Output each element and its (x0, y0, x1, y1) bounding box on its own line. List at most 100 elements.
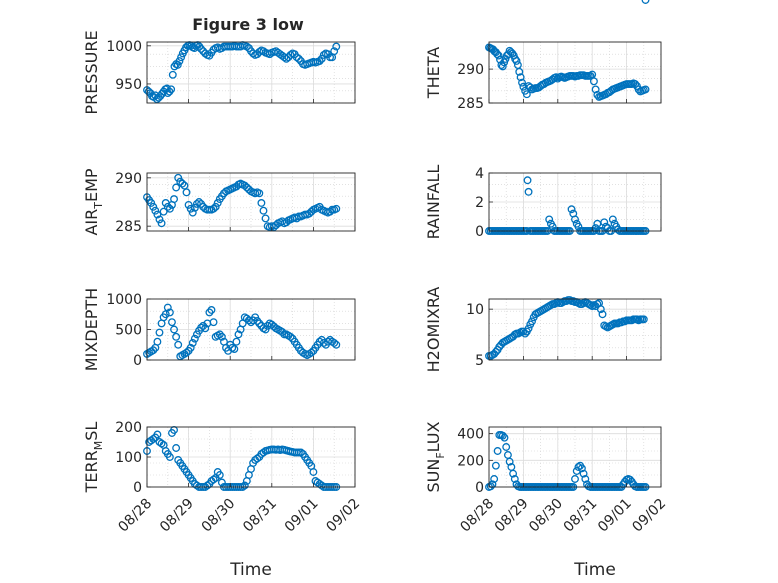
data-point (157, 439, 166, 448)
data-point (515, 67, 524, 76)
data-point (182, 348, 191, 357)
data-point (197, 44, 206, 53)
data-point (586, 71, 595, 80)
data-point (153, 337, 162, 346)
y-tick-label: 285 (457, 96, 484, 112)
y-axis-label: TERRMSL (82, 422, 105, 494)
data-point (309, 468, 318, 476)
data-point (639, 315, 648, 324)
axes-box (146, 41, 356, 104)
data-point (292, 214, 301, 223)
data-point (259, 448, 268, 457)
data-point (165, 453, 174, 461)
axes-box (488, 426, 662, 488)
data-point (259, 47, 268, 56)
data-point (161, 310, 170, 319)
data-point (591, 85, 600, 94)
data-point (641, 85, 650, 94)
data-point (315, 57, 324, 66)
data-point (155, 328, 164, 337)
y-tick-label: 0 (133, 480, 142, 496)
data-point (170, 195, 178, 204)
data-point (261, 214, 270, 223)
data-point (641, 0, 650, 4)
data-point (188, 208, 197, 217)
data-point (175, 57, 184, 66)
data-point (269, 223, 278, 232)
data-point (255, 189, 264, 198)
data-point (207, 306, 216, 314)
data-point (159, 207, 168, 216)
data-point (177, 53, 186, 62)
data-point (253, 317, 262, 325)
data-point (330, 47, 339, 56)
data-point (255, 319, 264, 328)
data-point (330, 338, 339, 347)
y-tick-label: 400 (457, 427, 484, 443)
data-point (153, 430, 162, 439)
data-point (577, 464, 586, 473)
figure-title: Figure 3 low (192, 15, 304, 34)
data-point (168, 70, 177, 79)
y-axis-label: H2OMIXRA (424, 287, 443, 373)
axes-box (488, 298, 662, 361)
data-point (579, 469, 588, 478)
data-point (500, 433, 509, 442)
data-point (524, 187, 533, 196)
data-point (498, 431, 507, 440)
data-point (286, 332, 295, 341)
data-point (178, 179, 187, 188)
y-tick-label: 1000 (106, 39, 142, 55)
data-point (149, 346, 158, 355)
data-point (486, 482, 495, 491)
data-point (305, 209, 314, 218)
data-point (149, 202, 158, 211)
data-point (332, 340, 341, 349)
subplot-rainfall: 0 2 4 RAINFALL (424, 165, 662, 240)
data-point (498, 62, 507, 71)
data-point (190, 334, 199, 343)
data-point (184, 200, 193, 209)
x-axis-label-right: Time (573, 560, 616, 580)
data-point (165, 204, 174, 213)
y-tick-label: 285 (115, 219, 142, 235)
data-point (157, 219, 166, 228)
y-axis-label: MIXDEPTH (82, 288, 101, 371)
y-tick-label: 100 (115, 450, 142, 466)
y-tick-label: 0 (133, 353, 142, 369)
data-point (571, 475, 579, 483)
data-point (170, 325, 178, 334)
data-point (516, 73, 525, 82)
data-point (186, 204, 195, 213)
data-point (215, 471, 224, 479)
data-point (242, 183, 251, 192)
y-axis-label: SUNFLUX (424, 421, 447, 492)
subplot-h2omixra: 5 10 H2OMIXRA (424, 0, 662, 373)
y-tick-label: 0 (475, 480, 484, 496)
data-point (490, 475, 499, 483)
data-point (493, 447, 502, 455)
data-point (195, 198, 203, 206)
data-point (494, 51, 503, 60)
data-point (244, 316, 253, 325)
data-point (240, 481, 249, 490)
data-point (589, 77, 598, 86)
data-point (278, 327, 287, 336)
data-point (528, 317, 536, 326)
y-tick-label: 1000 (106, 292, 142, 308)
y-tick-label: 0 (475, 224, 484, 240)
data-point (215, 330, 224, 339)
y-axis-label: RAINFALL (424, 165, 443, 240)
data-point (598, 310, 607, 319)
data-point (174, 340, 183, 349)
data-point (259, 206, 268, 215)
x-axis-label-left: Time (229, 560, 272, 580)
data-point (332, 42, 341, 51)
data-point (205, 308, 214, 317)
data-point (491, 461, 500, 470)
y-tick-label: 2 (475, 195, 484, 211)
data-point (512, 57, 521, 65)
data-point (545, 215, 554, 224)
data-point (167, 85, 176, 94)
data-point (172, 183, 181, 192)
